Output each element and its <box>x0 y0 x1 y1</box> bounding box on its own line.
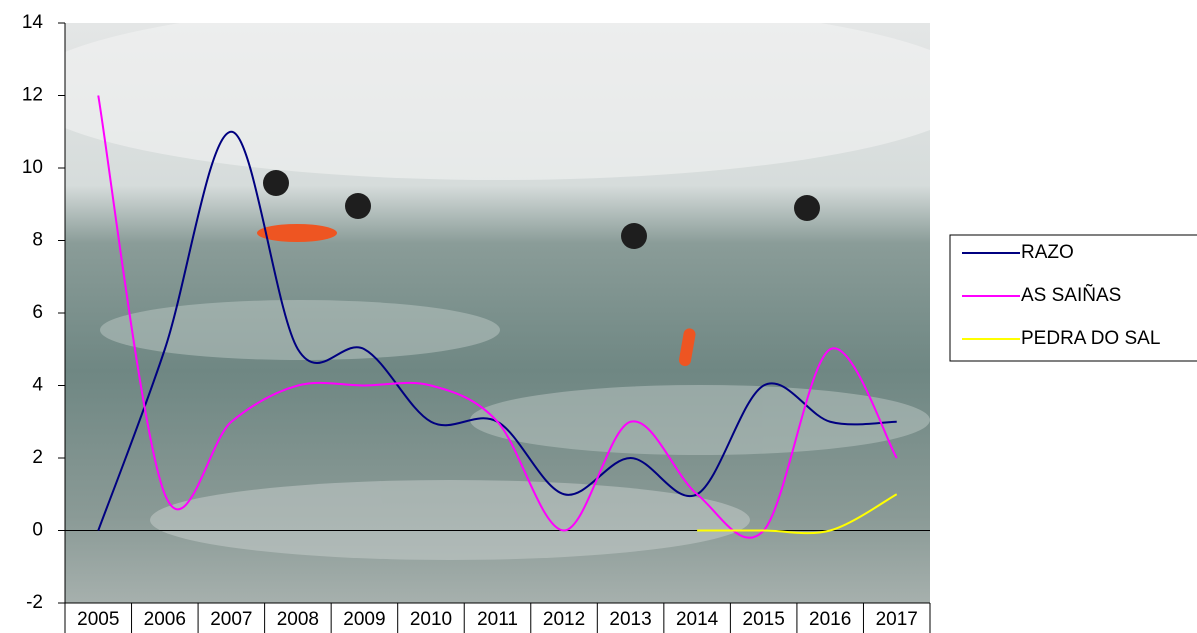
x-tick-label: 2006 <box>144 609 186 630</box>
legend-label: AS SAIÑAS <box>1021 284 1121 306</box>
series-line <box>97 95 898 539</box>
x-tick-label: 2010 <box>410 609 452 630</box>
series-line <box>97 130 897 531</box>
y-tick-label: 2 <box>32 447 43 468</box>
y-tick-label: -2 <box>26 592 43 613</box>
x-tick-label: 2011 <box>477 609 518 630</box>
x-tick-label: 2016 <box>809 609 851 630</box>
y-tick-label: 4 <box>32 375 43 396</box>
x-tick-label: 2012 <box>543 609 585 630</box>
y-tick-label: 0 <box>32 520 43 541</box>
x-tick-label: 2013 <box>609 609 651 630</box>
legend-label: PEDRA DO SAL <box>1021 328 1160 349</box>
x-tick-label: 2007 <box>210 609 252 630</box>
plot-background <box>65 23 930 603</box>
rescue-board <box>257 224 337 242</box>
x-tick-label: 2009 <box>343 609 385 630</box>
series-line <box>697 493 898 535</box>
y-tick-label: 12 <box>22 85 43 106</box>
y-tick-label: 6 <box>32 302 43 323</box>
y-tick-label: 14 <box>22 12 44 33</box>
x-tick-label: 2008 <box>277 609 319 630</box>
x-tick-label: 2017 <box>876 609 918 630</box>
rescue-board <box>678 328 696 367</box>
x-tick-label: 2014 <box>676 609 719 630</box>
y-tick-label: 10 <box>22 157 43 178</box>
legend-label: RAZO <box>1021 242 1074 263</box>
x-tick-label: 2015 <box>743 609 785 630</box>
x-tick-label: 2005 <box>77 609 119 630</box>
y-tick-label: 8 <box>32 230 43 251</box>
